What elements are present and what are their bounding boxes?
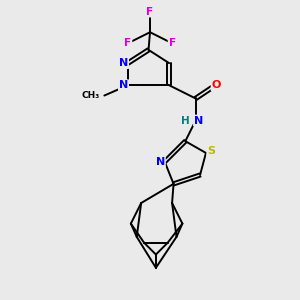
Text: F: F: [169, 38, 176, 47]
Text: F: F: [146, 7, 154, 16]
Text: CH₃: CH₃: [82, 91, 100, 100]
Text: O: O: [212, 80, 221, 90]
Text: F: F: [124, 38, 131, 47]
Text: N: N: [194, 116, 203, 126]
Text: S: S: [207, 146, 215, 157]
Text: N: N: [156, 157, 165, 167]
Text: N: N: [119, 58, 128, 68]
Text: H: H: [181, 116, 190, 126]
Text: N: N: [119, 80, 128, 90]
